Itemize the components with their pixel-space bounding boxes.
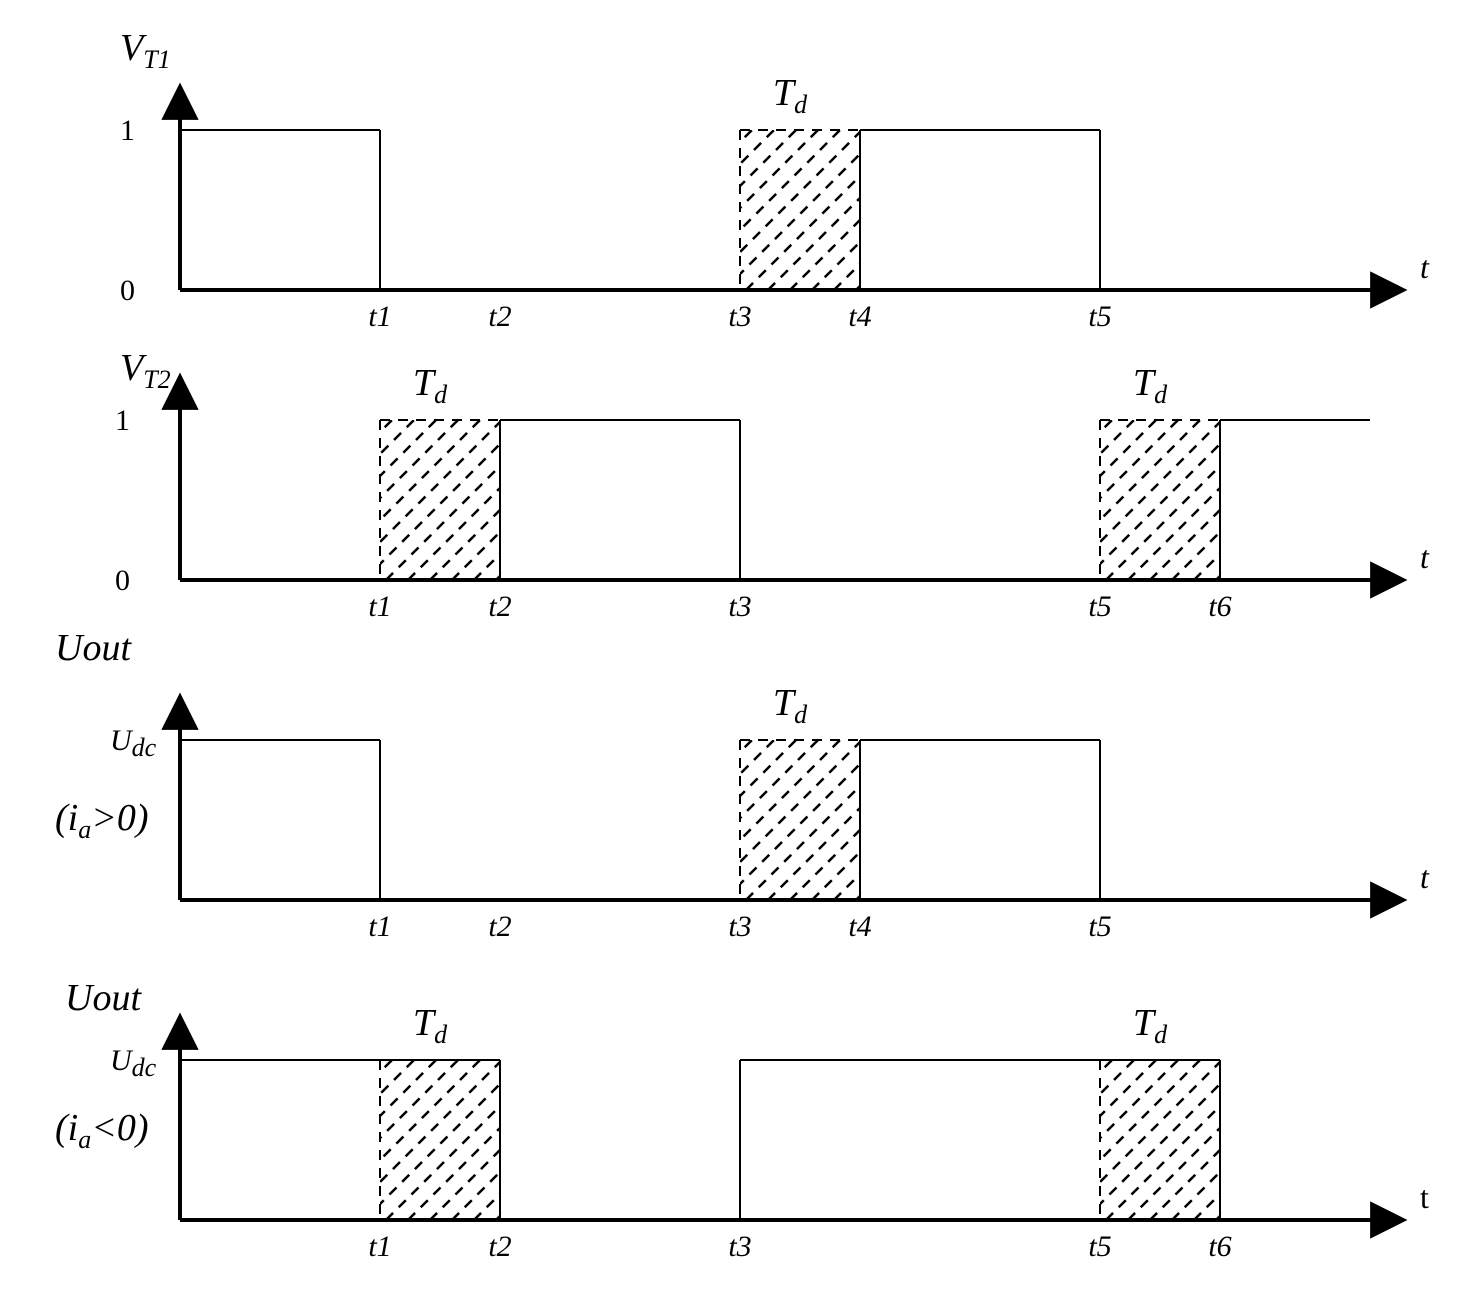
axis-end-label: t: [1420, 249, 1430, 285]
x-tick-label: t5: [1088, 910, 1111, 943]
hatch-region: [460, 130, 1170, 290]
panel-uout_neg: Td Td Udc t1 t2 t3 t5 t6 t Uout (ia<0): [55, 977, 1481, 1263]
hatch-region: [460, 740, 1170, 900]
y-tick-label: Udc: [110, 1044, 157, 1082]
x-tick-label: t4: [848, 300, 871, 333]
timing-diagram: Td10t1t2t3t4t5tVT1TdTd10t1t2t3t5t6tVT2Td…: [0, 0, 1481, 1301]
axis-end-label: t: [1420, 1179, 1429, 1215]
x-tick-label: t5: [1088, 300, 1111, 333]
x-tick-label: t3: [728, 590, 751, 623]
panel-uout_pos: Td Udc t1 t2 t3 t4 t5 t Uout (ia>0): [55, 627, 1430, 943]
hatch-region: [820, 420, 1481, 580]
td-label: Td: [1133, 362, 1168, 409]
x-tick-label: t1: [368, 1230, 391, 1263]
td-label: Td: [773, 682, 808, 729]
x-tick-label: t3: [728, 300, 751, 333]
axis-end-label: t: [1420, 539, 1430, 575]
x-tick-label: t4: [848, 910, 871, 943]
td-label: Td: [413, 362, 448, 409]
x-tick-label: t2: [488, 1230, 511, 1263]
axis-end-label: t: [1420, 859, 1430, 895]
panel-title: VT1: [120, 27, 171, 74]
x-tick-label: t6: [1208, 1230, 1231, 1263]
x-tick-label: t2: [488, 910, 511, 943]
hatch-region: [100, 1060, 810, 1220]
y-tick-label: 1: [120, 114, 135, 147]
td-label: Td: [413, 1002, 448, 1049]
panel-vt1: Td 1 0 t1 t2 t3 t4 t5 t VT1: [120, 27, 1430, 333]
y-tick-label: 1: [115, 404, 130, 437]
x-tick-label: t3: [728, 1230, 751, 1263]
panel-subtitle: (ia<0): [55, 1107, 149, 1154]
panel-title: VT2: [120, 347, 171, 394]
x-tick-label: t6: [1208, 590, 1231, 623]
td-label: Td: [773, 72, 808, 119]
x-tick-label: t5: [1088, 590, 1111, 623]
panel-subtitle: (ia>0): [55, 797, 149, 844]
panel-title: Uout: [55, 627, 132, 669]
x-tick-label: t1: [368, 590, 391, 623]
y-tick-label: 0: [115, 564, 130, 597]
x-tick-label: t1: [368, 910, 391, 943]
panel-title: Uout: [65, 977, 142, 1019]
x-tick-label: t2: [488, 300, 511, 333]
x-tick-label: t3: [728, 910, 751, 943]
td-label: Td: [1133, 1002, 1168, 1049]
x-tick-label: t1: [368, 300, 391, 333]
x-tick-label: t5: [1088, 1230, 1111, 1263]
y-tick-label: 0: [120, 274, 135, 307]
hatch-region: [820, 1060, 1481, 1220]
panel-vt2: Td Td 1 0 t1 t2 t3 t5 t6 t VT2: [100, 347, 1481, 623]
y-tick-label: Udc: [110, 724, 157, 762]
hatch-region: [100, 420, 810, 580]
x-tick-label: t2: [488, 590, 511, 623]
